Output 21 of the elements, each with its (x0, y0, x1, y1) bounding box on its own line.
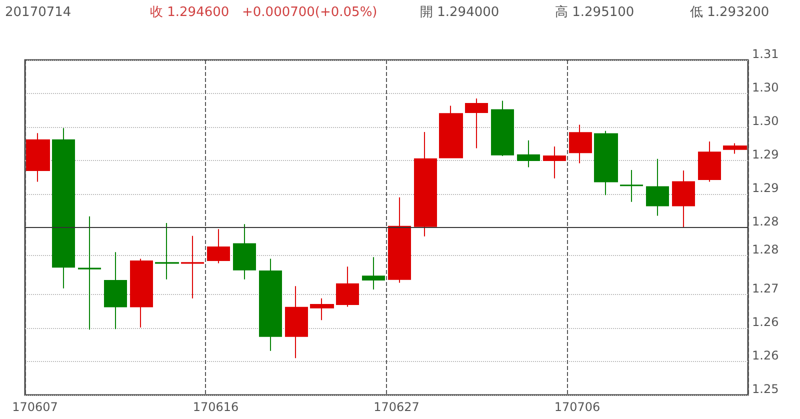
x-tick-label: 170607 (12, 400, 58, 414)
text: 開 1.294000 (420, 5, 500, 20)
y-tick-label: 1.30 (752, 80, 779, 94)
x-tick-label: 170627 (374, 400, 420, 414)
y-tick-label: 1.27 (752, 282, 779, 296)
y-tick-label: 1.29 (752, 181, 779, 195)
y-tick-label: 1.31 (752, 47, 779, 61)
y-tick-label: 1.28 (752, 242, 779, 256)
y-tick-label: 1.26 (752, 315, 779, 329)
y-tick-label: 1.26 (752, 348, 779, 362)
y-tick-label: 1.28 (752, 214, 779, 228)
text: 收 1.294600 (150, 5, 230, 20)
y-tick-label: 1.30 (752, 114, 779, 128)
y-tick-label: 1.29 (752, 148, 779, 162)
x-tick-label: 170706 (554, 400, 600, 414)
text: 20170714 (5, 5, 72, 20)
text: 高 1.295100 (555, 4, 634, 20)
text: +0.000700(+0.05%) (242, 5, 378, 20)
y-tick-label: 1.25 (752, 382, 779, 396)
text: 低 1.293200 (690, 5, 770, 20)
x-tick-label: 170616 (192, 400, 239, 414)
